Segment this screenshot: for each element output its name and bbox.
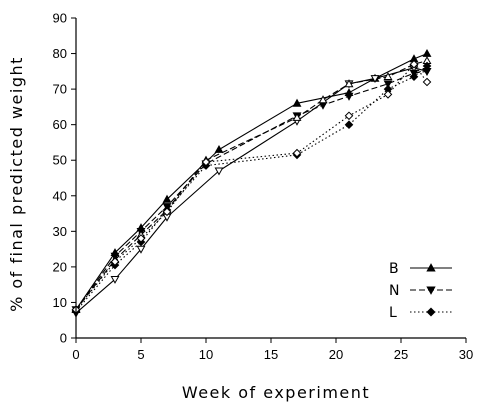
data-point-L-2-1 xyxy=(110,257,120,266)
data-point-B-2-7 xyxy=(370,75,380,84)
axes: 0 10 20 30 40 50 60 70 80 90 0 5 10 15 20 25 30 xyxy=(53,11,474,363)
y-tick-label: 70 xyxy=(53,82,67,97)
x-tick-label: 0 xyxy=(72,347,79,362)
series-line-B-2 xyxy=(75,67,428,314)
y-axis-title: % of final predicted weight xyxy=(7,56,26,312)
y-tick-label: 20 xyxy=(53,259,67,274)
legend-label-B: B xyxy=(389,261,399,277)
legend-marker-L xyxy=(426,307,436,317)
data-point-B-1-5 xyxy=(292,98,302,107)
y-tick-label: 0 xyxy=(60,331,67,346)
y-tick-label: 80 xyxy=(53,46,67,61)
x-tick-label: 10 xyxy=(199,347,213,362)
data-point-L-1-8 xyxy=(409,72,419,82)
series-line-N-1 xyxy=(75,70,428,310)
series-line-B-1 xyxy=(75,53,428,310)
data-point-N-2-5 xyxy=(292,112,302,121)
x-tick-label: 30 xyxy=(459,347,473,362)
legend: BNL xyxy=(389,261,452,321)
series-line-L-2 xyxy=(75,63,428,310)
plot-markers xyxy=(71,48,432,318)
x-tick-label: 15 xyxy=(264,347,278,362)
x-tick-label: 20 xyxy=(329,347,343,362)
data-point-B-1-4 xyxy=(214,144,224,153)
data-point-B-1-9 xyxy=(422,48,432,57)
x-axis-title: Week of experiment xyxy=(182,383,370,402)
y-tick-label: 90 xyxy=(53,11,67,26)
y-tick-label: 40 xyxy=(53,188,67,203)
data-point-N-1-7 xyxy=(344,92,354,101)
data-point-L-2-3 xyxy=(162,207,172,217)
y-tick-label: 10 xyxy=(53,295,67,310)
plot-lines xyxy=(75,53,428,314)
data-point-L-2-8 xyxy=(409,59,419,69)
legend-marker-B xyxy=(426,263,436,272)
data-point-L-2-4 xyxy=(201,157,211,167)
series-line-L-1 xyxy=(75,65,428,312)
data-point-L-2-6 xyxy=(344,111,354,121)
data-point-B-2-1 xyxy=(110,276,120,284)
data-point-N-2-7 xyxy=(344,79,354,88)
y-tick-label: 30 xyxy=(53,224,67,239)
data-point-B-1-3 xyxy=(162,194,172,203)
data-point-L-1-6 xyxy=(344,120,354,130)
legend-label-N: N xyxy=(389,283,399,299)
data-point-N-2-8 xyxy=(383,72,393,80)
data-point-L-2-7 xyxy=(383,90,393,99)
data-point-N-2-6 xyxy=(318,95,328,104)
y-tick-label: 50 xyxy=(53,153,67,168)
data-point-B-2-4 xyxy=(214,167,224,176)
legend-label-L: L xyxy=(389,305,397,321)
data-point-L-1-9 xyxy=(422,61,432,71)
y-tick-label: 60 xyxy=(53,117,67,132)
data-point-N-1-8 xyxy=(383,80,393,89)
x-tick-label: 25 xyxy=(394,347,408,362)
data-point-L-2-2 xyxy=(136,234,146,243)
series-line-N-2 xyxy=(75,60,428,310)
legend-marker-N xyxy=(426,286,436,295)
x-tick-label: 5 xyxy=(137,347,144,362)
data-point-L-2-9 xyxy=(422,77,432,87)
data-point-L-2-5 xyxy=(292,148,302,158)
